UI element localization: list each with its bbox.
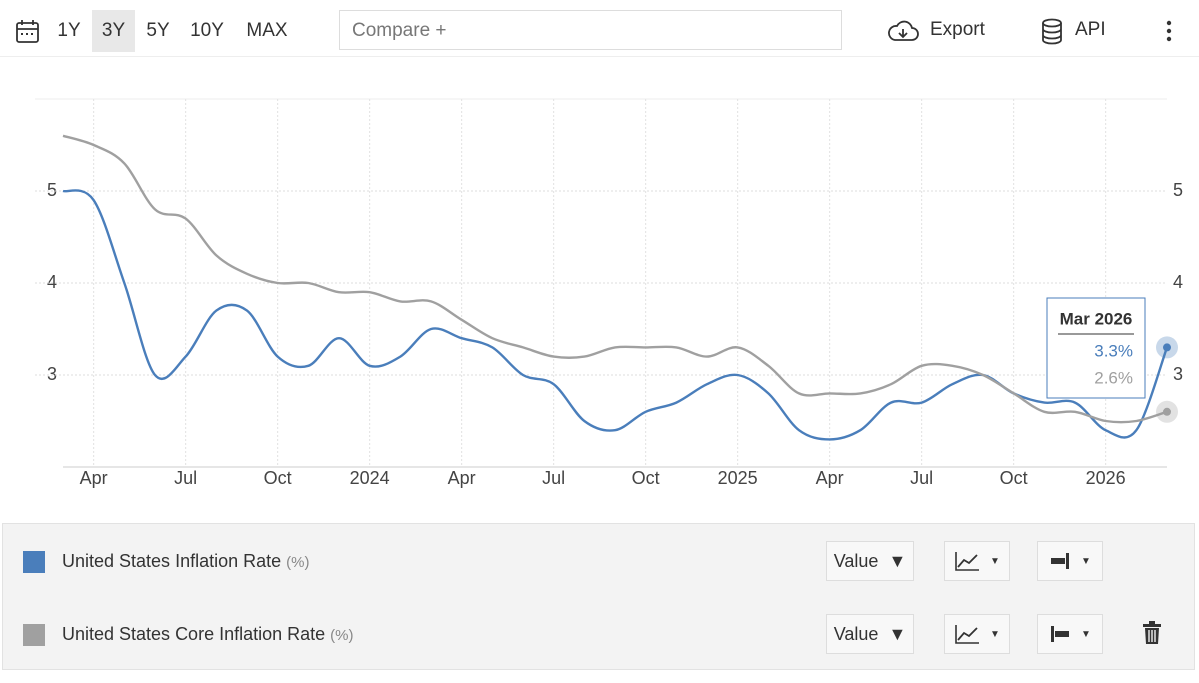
x-tick-label: Oct (1000, 468, 1028, 488)
export-button[interactable]: Export (930, 19, 985, 40)
series-name: United States Inflation Rate (62, 551, 282, 571)
y-tick-label: 4 (47, 272, 57, 292)
x-tick-label: Oct (632, 468, 660, 488)
tooltip-value: 2.6% (1094, 368, 1133, 387)
x-tick-label: Oct (264, 468, 292, 488)
range-button[interactable]: 1Y (57, 20, 81, 41)
y-tick-label: 5 (47, 180, 57, 200)
view-dropdown[interactable]: Value ▼ (826, 541, 914, 581)
legend-label: United States Inflation Rate (%) (62, 551, 309, 572)
series-line (62, 189, 1169, 441)
toolbar: 1Y 3Y 5Y 10Y MAX Compare + Export API (0, 0, 1199, 57)
series-unit: (%) (330, 627, 354, 644)
y2-tick-label: 5 (1173, 180, 1183, 200)
range-button[interactable]: 5Y (146, 20, 170, 41)
range-button[interactable]: MAX (246, 20, 288, 41)
legend-swatch (23, 624, 45, 646)
view-label: Value (833, 550, 879, 571)
y2-tick-label: 3 (1173, 364, 1183, 384)
x-tick-label: Apr (448, 468, 476, 488)
caret: ▼ (1081, 628, 1091, 640)
axis-dropdown[interactable]: ▼ (1037, 541, 1103, 581)
compare-input[interactable]: Compare + (339, 10, 842, 50)
series-unit: (%) (286, 554, 310, 571)
axis-dropdown[interactable]: ▼ (1037, 614, 1103, 654)
chart-type-dropdown[interactable]: ▼ (944, 614, 1010, 654)
tooltip-title: Mar 2026 (1060, 309, 1133, 328)
more-menu[interactable] (1165, 20, 1173, 42)
line-icon (955, 625, 980, 644)
trash-icon (1143, 621, 1161, 644)
series-name: United States Core Inflation Rate (62, 624, 326, 644)
caret: ▼ (888, 623, 907, 644)
x-tick-label: 2025 (718, 468, 758, 488)
caret: ▼ (1081, 555, 1091, 567)
x-tick-label: Jul (542, 468, 565, 488)
tooltip: Mar 2026 3.3% 2.6% (1046, 297, 1146, 399)
x-tick-label: 2026 (1086, 468, 1126, 488)
y2-tick-label: 4 (1173, 272, 1183, 292)
caret: ▼ (990, 555, 1000, 567)
hover-dot (1163, 343, 1171, 352)
legend-label: United States Core Inflation Rate (%) (62, 624, 354, 645)
hover-dot (1163, 407, 1171, 416)
tooltip-value: 3.3% (1094, 341, 1133, 360)
delete-series[interactable] (1142, 621, 1162, 645)
x-tick-label: Jul (910, 468, 933, 488)
axis-left-icon (1051, 626, 1070, 642)
view-dropdown[interactable]: Value ▼ (826, 614, 914, 654)
calendar-icon[interactable] (16, 19, 40, 45)
x-tick-label: Apr (816, 468, 844, 488)
api-icon[interactable] (1041, 18, 1063, 45)
view-label: Value (833, 623, 879, 644)
line-icon (955, 552, 980, 571)
x-tick-label: Apr (80, 468, 108, 488)
axis-right-icon (1051, 553, 1070, 569)
api-button[interactable]: API (1075, 19, 1106, 40)
caret: ▼ (990, 628, 1000, 640)
tooltip-box (1046, 297, 1146, 399)
series-line (62, 134, 1168, 424)
x-tick-label: 2024 (350, 468, 390, 488)
export-icon[interactable] (887, 20, 919, 44)
chart-type-dropdown[interactable]: ▼ (944, 541, 1010, 581)
caret: ▼ (888, 550, 907, 571)
chart: 3 4 5 3 4 5 Apr Jul Oct 2024 Apr Jul Oct 2025 Apr Jul Oc… (35, 98, 1183, 488)
range-button[interactable]: 3Y (92, 10, 135, 52)
range-button[interactable]: 10Y (190, 20, 224, 41)
legend-panel (2, 523, 1195, 670)
x-tick-label: Jul (174, 468, 197, 488)
legend-swatch (23, 551, 45, 573)
y-tick-label: 3 (47, 364, 57, 384)
